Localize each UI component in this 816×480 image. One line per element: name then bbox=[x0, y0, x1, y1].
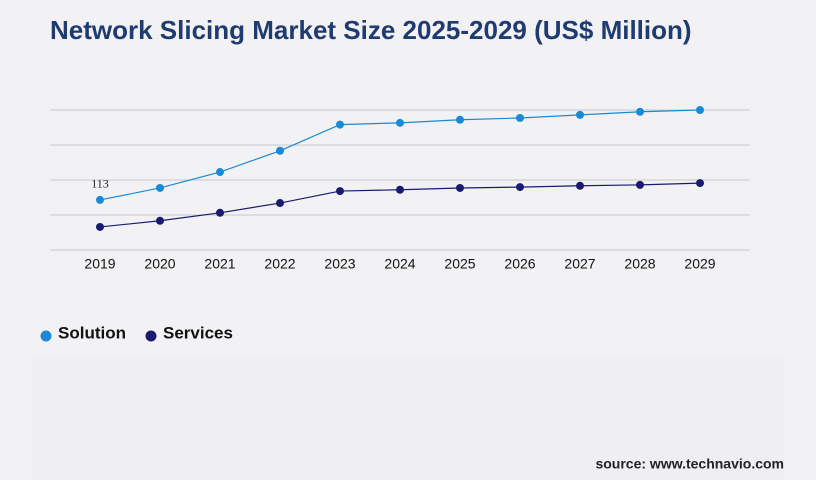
data-point bbox=[156, 216, 164, 225]
x-tick-label: 2028 bbox=[624, 256, 655, 272]
x-tick-label: 2025 bbox=[444, 256, 475, 272]
legend-marker bbox=[145, 330, 157, 342]
x-tick-label: 2027 bbox=[564, 256, 595, 272]
data-point bbox=[276, 146, 284, 155]
data-point bbox=[336, 187, 344, 196]
source: source: www.technavio.com bbox=[595, 456, 784, 472]
legend-label: Solution bbox=[58, 323, 126, 342]
data-point bbox=[636, 180, 644, 189]
data-point bbox=[696, 106, 704, 114]
data-point bbox=[636, 107, 644, 116]
data-point bbox=[456, 115, 464, 124]
legend-marker bbox=[40, 330, 52, 342]
x-tick-label: 2024 bbox=[384, 256, 415, 272]
data-point bbox=[576, 110, 584, 119]
data-point bbox=[156, 183, 164, 192]
data-point bbox=[216, 168, 224, 177]
x-tick-label: 2021 bbox=[204, 256, 235, 272]
x-tick-label: 2029 bbox=[684, 256, 715, 272]
data-point bbox=[96, 195, 104, 204]
x-tick-label: 2023 bbox=[324, 256, 355, 272]
legend-label: Services bbox=[163, 323, 233, 342]
chart-title: Network Slicing Market Size 2025-2029 (U… bbox=[50, 15, 692, 45]
data-point bbox=[276, 199, 284, 208]
data-label: 113 bbox=[91, 177, 109, 191]
x-tick-label: 2026 bbox=[504, 256, 535, 272]
data-point bbox=[396, 185, 404, 194]
data-point bbox=[96, 222, 104, 231]
data-point bbox=[456, 183, 464, 192]
x-tick-label: 2020 bbox=[144, 256, 175, 272]
x-tick-label: 2022 bbox=[264, 256, 295, 272]
data-point bbox=[576, 181, 584, 190]
data-point bbox=[516, 183, 524, 192]
panel bbox=[32, 355, 784, 480]
data-point bbox=[216, 208, 224, 217]
data-point bbox=[516, 113, 524, 122]
data-point bbox=[396, 118, 404, 127]
data-point bbox=[696, 179, 704, 188]
x-tick-label: 2019 bbox=[84, 256, 115, 272]
data-point bbox=[336, 120, 344, 129]
